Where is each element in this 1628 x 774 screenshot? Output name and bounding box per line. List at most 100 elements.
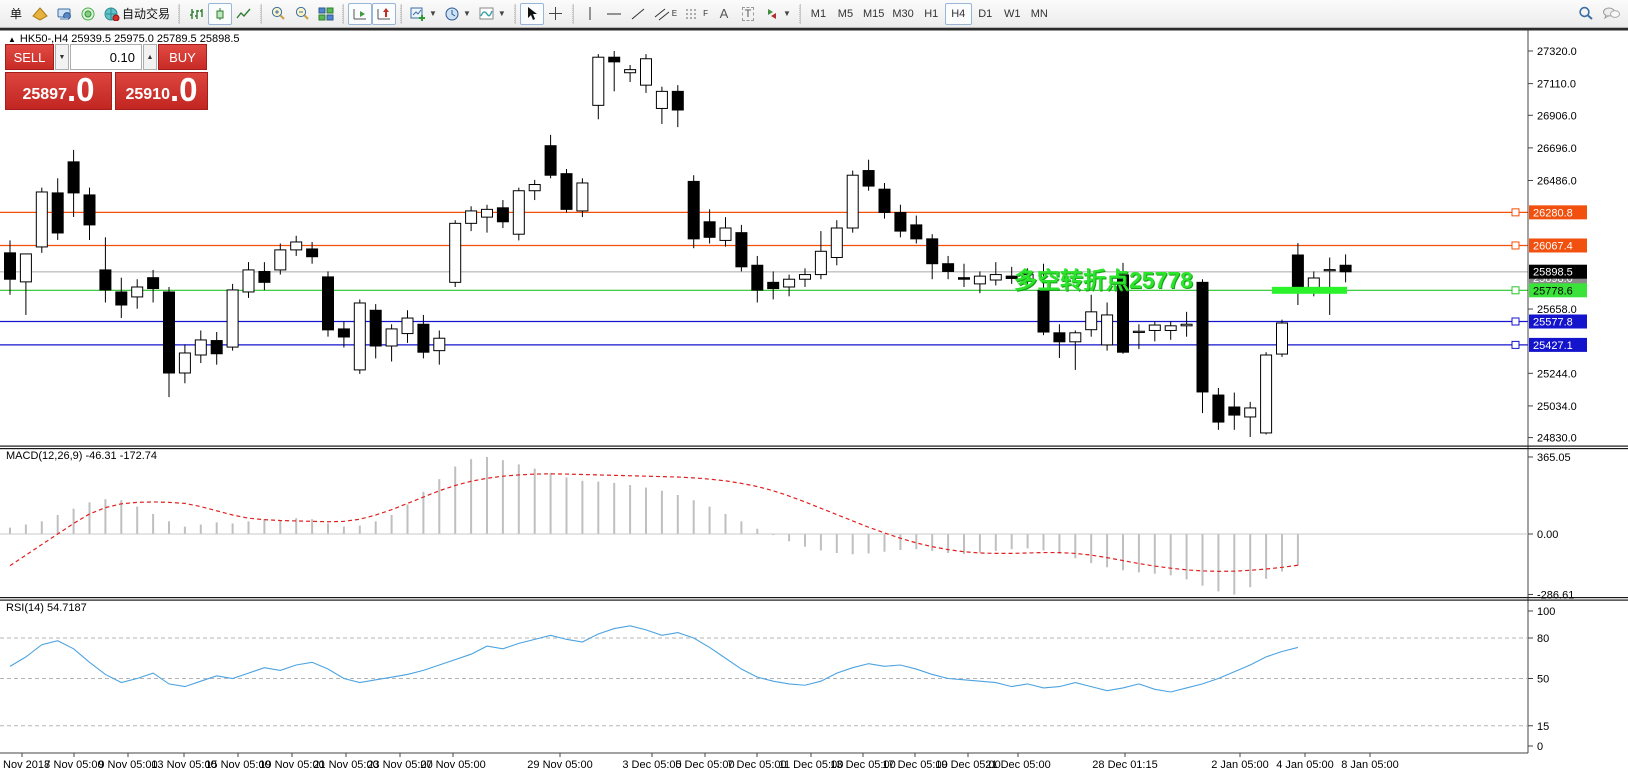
svg-text:26486.0: 26486.0 bbox=[1537, 175, 1577, 187]
svg-text:23 Nov 05:00: 23 Nov 05:00 bbox=[367, 759, 432, 771]
vertical-line-tool-button[interactable] bbox=[578, 3, 602, 25]
level-price-badge: 26280.8 bbox=[1529, 205, 1587, 220]
svg-text:3 Dec 05:00: 3 Dec 05:00 bbox=[622, 759, 681, 771]
line-chart-button[interactable] bbox=[232, 3, 256, 25]
indicators-button[interactable]: ▼ bbox=[475, 3, 510, 25]
zoom-in-icon bbox=[270, 6, 286, 21]
timeframe-button-d1[interactable]: D1 bbox=[972, 3, 999, 25]
timeframe-button-w1[interactable]: W1 bbox=[999, 3, 1026, 25]
svg-text:7 Dec 05:00: 7 Dec 05:00 bbox=[727, 759, 786, 771]
channel-letter: E bbox=[671, 9, 678, 18]
svg-text:19 Nov 05:00: 19 Nov 05:00 bbox=[259, 759, 324, 771]
svg-text:5 Dec 05:00: 5 Dec 05:00 bbox=[675, 759, 734, 771]
svg-text:26067.4: 26067.4 bbox=[1533, 240, 1573, 252]
svg-text:4 Jan 05:00: 4 Jan 05:00 bbox=[1276, 759, 1334, 771]
timeframe-button-h4[interactable]: H4 bbox=[944, 2, 972, 25]
new-order-button[interactable]: 单 bbox=[4, 3, 28, 25]
chart-title: ▲ HK50-,H4 25939.5 25975.0 25789.5 25898.… bbox=[8, 33, 240, 45]
svg-text:2 Jan 05:00: 2 Jan 05:00 bbox=[1211, 759, 1269, 771]
svg-text:13 Nov 05:00: 13 Nov 05:00 bbox=[151, 759, 216, 771]
toolbar-group-trading: 单 自动交易 bbox=[4, 2, 174, 26]
svg-text:0: 0 bbox=[1537, 741, 1543, 753]
trendline-icon bbox=[630, 7, 646, 21]
sell-price-display[interactable]: 25897.0 bbox=[5, 72, 112, 110]
rsi-pane: 100 80 50 15 0 bbox=[0, 606, 1555, 753]
timeframe-button-m30[interactable]: M30 bbox=[888, 3, 917, 25]
svg-text:26696.0: 26696.0 bbox=[1537, 143, 1577, 155]
zoom-out-button[interactable] bbox=[290, 3, 314, 25]
timeframe-button-m1[interactable]: M1 bbox=[805, 3, 832, 25]
svg-text:19 Dec 05:00: 19 Dec 05:00 bbox=[935, 759, 1000, 771]
autotrading-button[interactable]: 自动交易 bbox=[100, 3, 174, 25]
depth-of-market-button[interactable] bbox=[28, 3, 52, 25]
toolbar-separator bbox=[342, 3, 345, 24]
volume-up-button[interactable]: ▲ bbox=[143, 44, 157, 70]
candlestick-chart-button[interactable] bbox=[208, 2, 233, 25]
toolbar-separator bbox=[178, 3, 181, 24]
toolbar-separator bbox=[513, 3, 516, 24]
new-chart-button[interactable]: ▼ bbox=[406, 3, 441, 25]
green-highlight-segment[interactable] bbox=[1272, 286, 1347, 294]
svg-text:29 Nov 05:00: 29 Nov 05:00 bbox=[527, 759, 592, 771]
svg-text:24830.0: 24830.0 bbox=[1537, 433, 1577, 445]
timeframe-button-m15[interactable]: M15 bbox=[859, 3, 888, 25]
svg-text:27320.0: 27320.0 bbox=[1537, 46, 1577, 58]
search-icon bbox=[1578, 6, 1594, 21]
toolbar-separator bbox=[260, 3, 263, 24]
news-button[interactable] bbox=[76, 3, 100, 25]
periods-button[interactable]: ▼ bbox=[441, 3, 475, 25]
ohlc-bars-icon bbox=[188, 7, 204, 21]
spin-down-icon: ▼ bbox=[58, 53, 66, 61]
bar-chart-button[interactable] bbox=[184, 3, 208, 25]
buy-price-pips: .0 bbox=[169, 71, 198, 108]
volume-down-button[interactable]: ▼ bbox=[55, 44, 69, 70]
macd-label: MACD(12,26,9) -46.31 -172.74 bbox=[6, 450, 158, 462]
channel-tool-button[interactable]: E bbox=[650, 3, 681, 25]
svg-text:0.00: 0.00 bbox=[1537, 529, 1558, 541]
collapse-arrow-icon[interactable]: ▲ bbox=[8, 35, 16, 44]
channel-icon bbox=[654, 7, 670, 21]
candlestick-icon bbox=[212, 7, 228, 21]
auto-scroll-button[interactable] bbox=[348, 2, 373, 25]
timeframe-button-h1[interactable]: H1 bbox=[918, 3, 945, 25]
svg-text:13 Dec 05:00: 13 Dec 05:00 bbox=[830, 759, 895, 771]
crosshair-button[interactable] bbox=[544, 3, 568, 25]
editor-icon bbox=[56, 7, 72, 21]
buy-price-display[interactable]: 25910.0 bbox=[115, 72, 208, 110]
svg-text:25244.0: 25244.0 bbox=[1537, 368, 1577, 380]
toolbar-group-scroll bbox=[348, 2, 397, 26]
zoom-in-button[interactable] bbox=[266, 3, 290, 25]
arrows-tool-button[interactable]: ▼ bbox=[760, 3, 795, 25]
chart-shift-button[interactable] bbox=[372, 2, 397, 25]
timeframe-button-mn[interactable]: MN bbox=[1026, 3, 1053, 25]
svg-text:50: 50 bbox=[1537, 674, 1549, 686]
arrows-icon bbox=[764, 7, 780, 21]
dropdown-caret: ▼ bbox=[462, 9, 471, 18]
level-price-badge: 26067.4 bbox=[1529, 238, 1587, 253]
svg-text:27 Nov 05:00: 27 Nov 05:00 bbox=[420, 759, 485, 771]
trendline-tool-button[interactable] bbox=[626, 3, 650, 25]
chart-annotation-text[interactable]: 多空转折点25778 bbox=[1014, 267, 1193, 293]
text-label-tool-button[interactable]: T bbox=[736, 3, 760, 25]
spin-up-icon: ▲ bbox=[146, 53, 154, 61]
toolbar-group-chart-type bbox=[184, 2, 256, 26]
svg-text:17 Dec 05:00: 17 Dec 05:00 bbox=[882, 759, 947, 771]
sell-button[interactable]: SELL bbox=[5, 44, 54, 70]
level-price-badge: 25778.6 bbox=[1529, 283, 1587, 298]
text-tool-button[interactable]: A bbox=[712, 3, 736, 25]
cursor-button[interactable] bbox=[519, 2, 544, 25]
metaeditor-button[interactable] bbox=[52, 3, 76, 25]
text-tool-icon: A bbox=[719, 6, 729, 21]
tile-windows-button[interactable] bbox=[314, 3, 338, 25]
search-button[interactable] bbox=[1574, 3, 1598, 25]
horizontal-line-tool-button[interactable] bbox=[602, 3, 626, 25]
fibonacci-tool-button[interactable]: F bbox=[681, 3, 712, 25]
chat-button[interactable] bbox=[1598, 3, 1624, 25]
timeframe-button-m5[interactable]: M5 bbox=[832, 3, 859, 25]
fibonacci-icon bbox=[685, 7, 701, 21]
crosshair-icon bbox=[548, 6, 563, 21]
volume-input[interactable]: 0.10 bbox=[70, 44, 142, 70]
buy-button[interactable]: BUY bbox=[158, 44, 207, 70]
